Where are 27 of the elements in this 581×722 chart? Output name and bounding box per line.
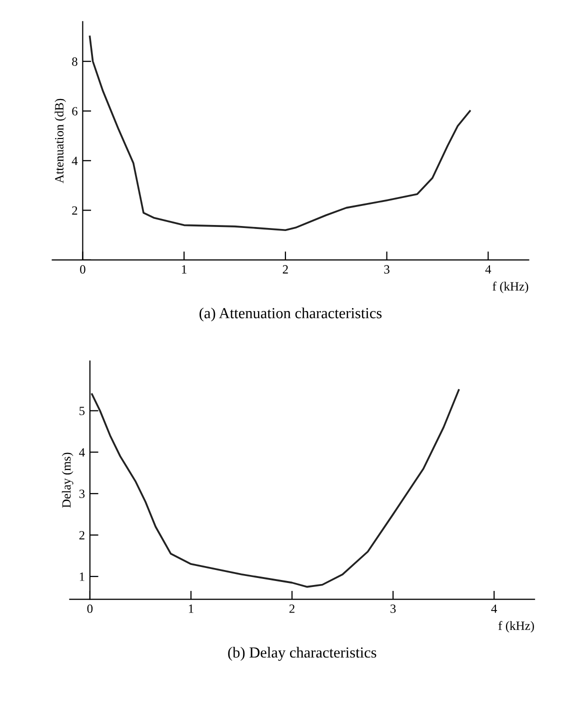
x-tick-label: 2 [289,604,294,613]
x-tick-label: 3 [390,604,396,613]
y-axis-title: Attenuation (dB) [54,98,66,184]
y-tick-label: 4 [72,156,78,165]
x-tick-label: 4 [485,265,492,274]
line-series [88,36,471,232]
y-tick-label: 2 [72,206,78,215]
x-axis-title: f (kHz) [492,282,528,294]
y-axis-title: Delay (ms) [62,452,74,508]
x-tick-label: 2 [282,265,288,274]
text: (b) Delay characteristics [228,646,376,661]
x-tick-label: 3 [384,265,390,274]
text: (a) Attenuation characteristics [200,308,382,322]
y-tick-label: 2 [79,531,84,540]
y-tick-label: 1 [80,572,84,581]
x-tick-label: 1 [182,265,186,274]
x-tick-label: 0 [87,604,93,613]
x-tick-label: 0 [80,265,86,274]
x-tick-label: 4 [491,604,498,613]
line-series [91,389,460,588]
x-tick-label: 1 [188,604,194,613]
y-tick-label: 5 [80,406,85,416]
y-tick-label: 8 [72,57,78,66]
y-tick-label: 3 [79,490,85,498]
x-axis-title: f (kHz) [498,621,534,632]
y-tick-label: 4 [79,448,85,456]
y-tick-label: 6 [72,107,78,116]
